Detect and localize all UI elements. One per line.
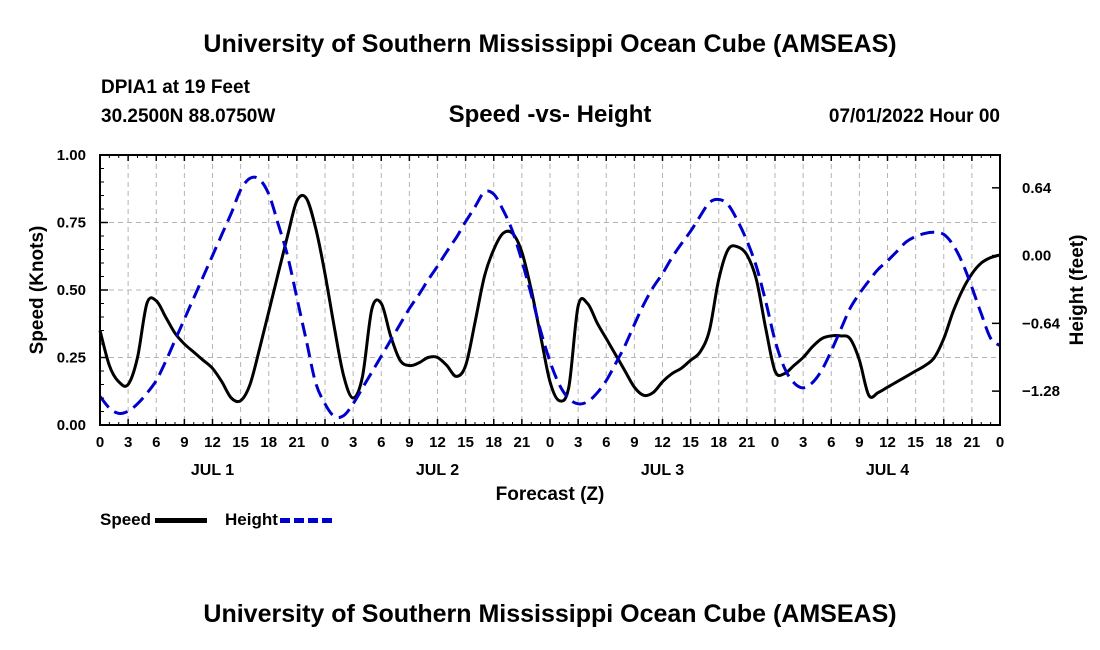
legend-height-swatch <box>279 517 332 523</box>
x-tick-label: 6 <box>827 434 835 451</box>
speed-series-line <box>98 193 1001 404</box>
x-tick-label: 12 <box>654 434 671 451</box>
x-tick-label: 9 <box>180 434 188 451</box>
x-tick-label: 0 <box>321 434 329 451</box>
x-tick-label: 12 <box>879 434 896 451</box>
y-tick-label: 0.50 <box>57 282 86 299</box>
x-tick-label: 9 <box>630 434 638 451</box>
day-label: JUL 2 <box>416 462 459 479</box>
x-tick-label: 21 <box>739 434 756 451</box>
page-title: University of Southern Mississippi Ocean… <box>203 30 897 58</box>
day-label: JUL 3 <box>641 462 684 479</box>
day-label: JUL 1 <box>191 462 234 479</box>
x-tick-label: 6 <box>602 434 610 451</box>
chart-svg: 0 3 6 9 12 15 18 21 0 3 6 9 12 15 18 21 0 3 6 9 12 15 18 21 0 3 6 9… <box>27 147 1088 505</box>
axis-layer: 0 3 6 9 12 15 18 21 0 3 6 9 12 15 18 21 0 3 6 9 12 15 18 21 0 3 6 9… <box>57 147 1061 479</box>
x-tick-label: 18 <box>710 434 727 451</box>
x-tick-label: 21 <box>964 434 981 451</box>
y2-tick-label: 0.00 <box>1022 248 1051 265</box>
coordinates-label: 30.2500N 88.0750W <box>101 106 276 127</box>
x-tick-label: 15 <box>907 434 924 451</box>
x-tick-label: 9 <box>405 434 413 451</box>
legend-speed-label: Speed <box>100 510 152 529</box>
x-tick-label: 15 <box>232 434 249 451</box>
x-tick-label: 15 <box>457 434 474 451</box>
x-tick-label: 12 <box>429 434 446 451</box>
x-tick-label: 18 <box>260 434 277 451</box>
y2-axis-label: Height (feet) <box>1067 235 1088 346</box>
y-tick-label: 0.25 <box>57 350 86 367</box>
x-tick-label: 21 <box>289 434 306 451</box>
x-tick-label: 12 <box>204 434 221 451</box>
chart-subtitle: Speed -vs- Height <box>448 101 652 128</box>
x-tick-label: 3 <box>574 434 582 451</box>
x-tick-label: 18 <box>935 434 952 451</box>
x-tick-label: 0 <box>96 434 104 451</box>
x-tick-label: 6 <box>377 434 385 451</box>
x-tick-label: 21 <box>514 434 531 451</box>
y-tick-label: 1.00 <box>57 147 86 164</box>
footer-title: University of Southern Mississippi Ocean… <box>203 600 897 628</box>
y-axis-label: Speed (Knots) <box>27 226 48 355</box>
y2-tick-label: −0.64 <box>1022 315 1061 332</box>
height-series-line <box>98 175 1001 420</box>
y-tick-label: 0.75 <box>57 215 86 232</box>
y-tick-label: 0.00 <box>57 417 86 434</box>
x-tick-label: 0 <box>996 434 1004 451</box>
station-label: DPIA1 at 19 Feet <box>101 77 250 98</box>
y2-tick-label: 0.64 <box>1022 180 1052 197</box>
x-tick-label: 3 <box>124 434 132 451</box>
x-tick-label: 18 <box>485 434 502 451</box>
x-tick-label: 15 <box>682 434 699 451</box>
series-layer <box>98 175 1001 420</box>
day-label: JUL 4 <box>866 462 909 479</box>
y2-tick-label: −1.28 <box>1022 383 1060 400</box>
datetime-label: 07/01/2022 Hour 00 <box>828 106 1000 127</box>
x-tick-label: 0 <box>546 434 554 451</box>
x-tick-label: 0 <box>771 434 779 451</box>
legend: Speed Height <box>100 510 332 530</box>
legend-height-label: Height <box>225 510 278 529</box>
x-tick-label: 6 <box>152 434 160 451</box>
x-tick-label: 3 <box>349 434 357 451</box>
x-tick-label: 9 <box>855 434 863 451</box>
legend-speed-swatch <box>155 517 208 523</box>
x-tick-label: 3 <box>799 434 807 451</box>
x-axis-label: Forecast (Z) <box>496 484 605 505</box>
